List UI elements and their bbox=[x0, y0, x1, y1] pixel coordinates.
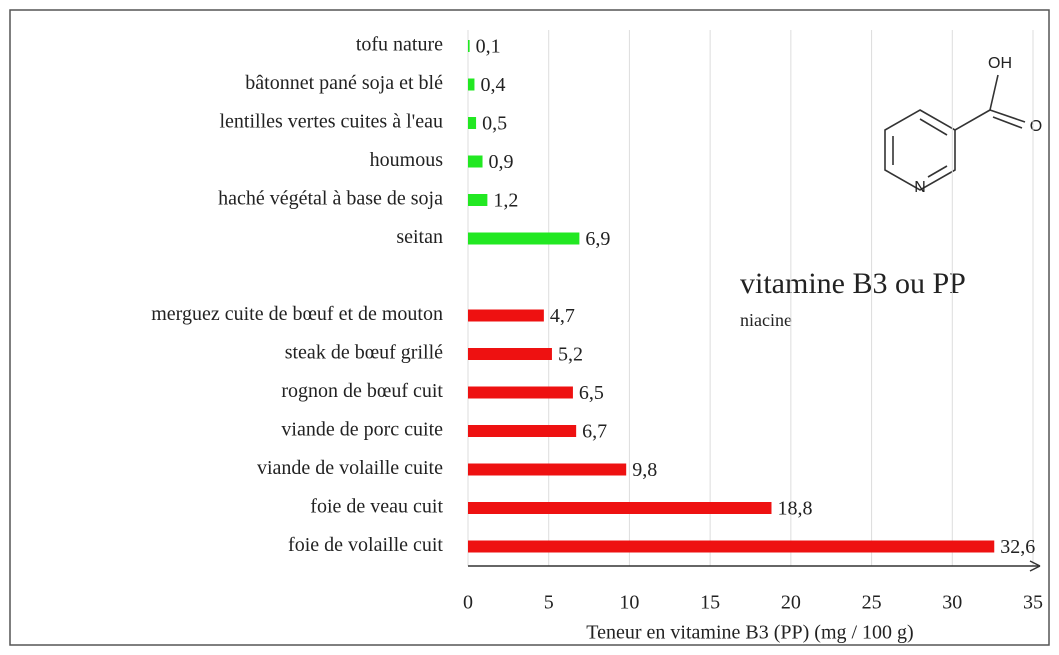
data-label: 6,7 bbox=[582, 421, 607, 443]
data-label: 6,9 bbox=[585, 228, 610, 250]
x-axis-title: Teneur en vitamine B3 (PP) (mg / 100 g) bbox=[586, 622, 913, 644]
x-tick-label: 0 bbox=[463, 592, 473, 614]
x-tick-label: 35 bbox=[1023, 592, 1043, 614]
bar bbox=[468, 463, 627, 476]
frame bbox=[9, 9, 1050, 646]
x-tick-label: 15 bbox=[700, 592, 720, 614]
data-label: 4,7 bbox=[550, 305, 575, 327]
y-tick-label: viande de volaille cuite bbox=[257, 457, 443, 479]
data-label: 6,5 bbox=[579, 382, 604, 404]
data-label: 5,2 bbox=[558, 344, 583, 366]
annotation-subtitle: niacine bbox=[740, 310, 792, 330]
data-label: 32,6 bbox=[1000, 536, 1035, 558]
bar bbox=[468, 40, 470, 52]
data-label: 0,5 bbox=[482, 113, 507, 135]
y-tick-label: foie de volaille cuit bbox=[288, 534, 443, 556]
y-tick-label: tofu nature bbox=[356, 34, 443, 56]
data-label: 0,1 bbox=[476, 36, 501, 58]
axis-arrow bbox=[1029, 560, 1041, 572]
atom-label: O bbox=[1030, 118, 1042, 135]
bar bbox=[468, 540, 995, 553]
annotation-title: vitamine B3 ou PP bbox=[740, 267, 966, 300]
y-tick-label: rognon de bœuf cuit bbox=[281, 380, 443, 402]
y-tick-label: houmous bbox=[370, 149, 444, 171]
atom-label: N bbox=[914, 179, 926, 196]
bar bbox=[468, 155, 483, 168]
bar bbox=[468, 117, 477, 129]
data-label: 0,9 bbox=[489, 151, 514, 173]
x-tick-label: 30 bbox=[942, 592, 962, 614]
data-label: 9,8 bbox=[632, 459, 657, 481]
x-tick-label: 10 bbox=[619, 592, 639, 614]
data-label: 1,2 bbox=[493, 190, 518, 212]
y-tick-label: foie de veau cuit bbox=[310, 496, 443, 518]
y-tick-label: haché végétal à base de soja bbox=[218, 188, 443, 210]
bar bbox=[468, 78, 475, 91]
bar bbox=[468, 232, 580, 245]
y-tick-label: bâtonnet pané soja et blé bbox=[245, 72, 443, 94]
atom-label: OH bbox=[988, 55, 1012, 72]
bar bbox=[468, 194, 488, 206]
bar bbox=[468, 502, 772, 514]
data-label: 18,8 bbox=[777, 498, 812, 520]
bar bbox=[468, 425, 577, 437]
y-tick-label: seitan bbox=[396, 226, 443, 248]
bar bbox=[468, 386, 573, 399]
x-tick-label: 5 bbox=[544, 592, 554, 614]
y-tick-label: steak de bœuf grillé bbox=[285, 342, 443, 364]
data-label: 0,4 bbox=[480, 74, 505, 96]
bar bbox=[468, 309, 544, 322]
y-tick-label: merguez cuite de bœuf et de mouton bbox=[151, 303, 443, 325]
molecule bbox=[884, 74, 1026, 191]
x-tick-label: 25 bbox=[862, 592, 882, 614]
y-tick-label: viande de porc cuite bbox=[281, 419, 443, 441]
y-tick-label: lentilles vertes cuites à l'eau bbox=[219, 111, 443, 133]
bar bbox=[468, 348, 552, 360]
x-tick-label: 20 bbox=[781, 592, 801, 614]
